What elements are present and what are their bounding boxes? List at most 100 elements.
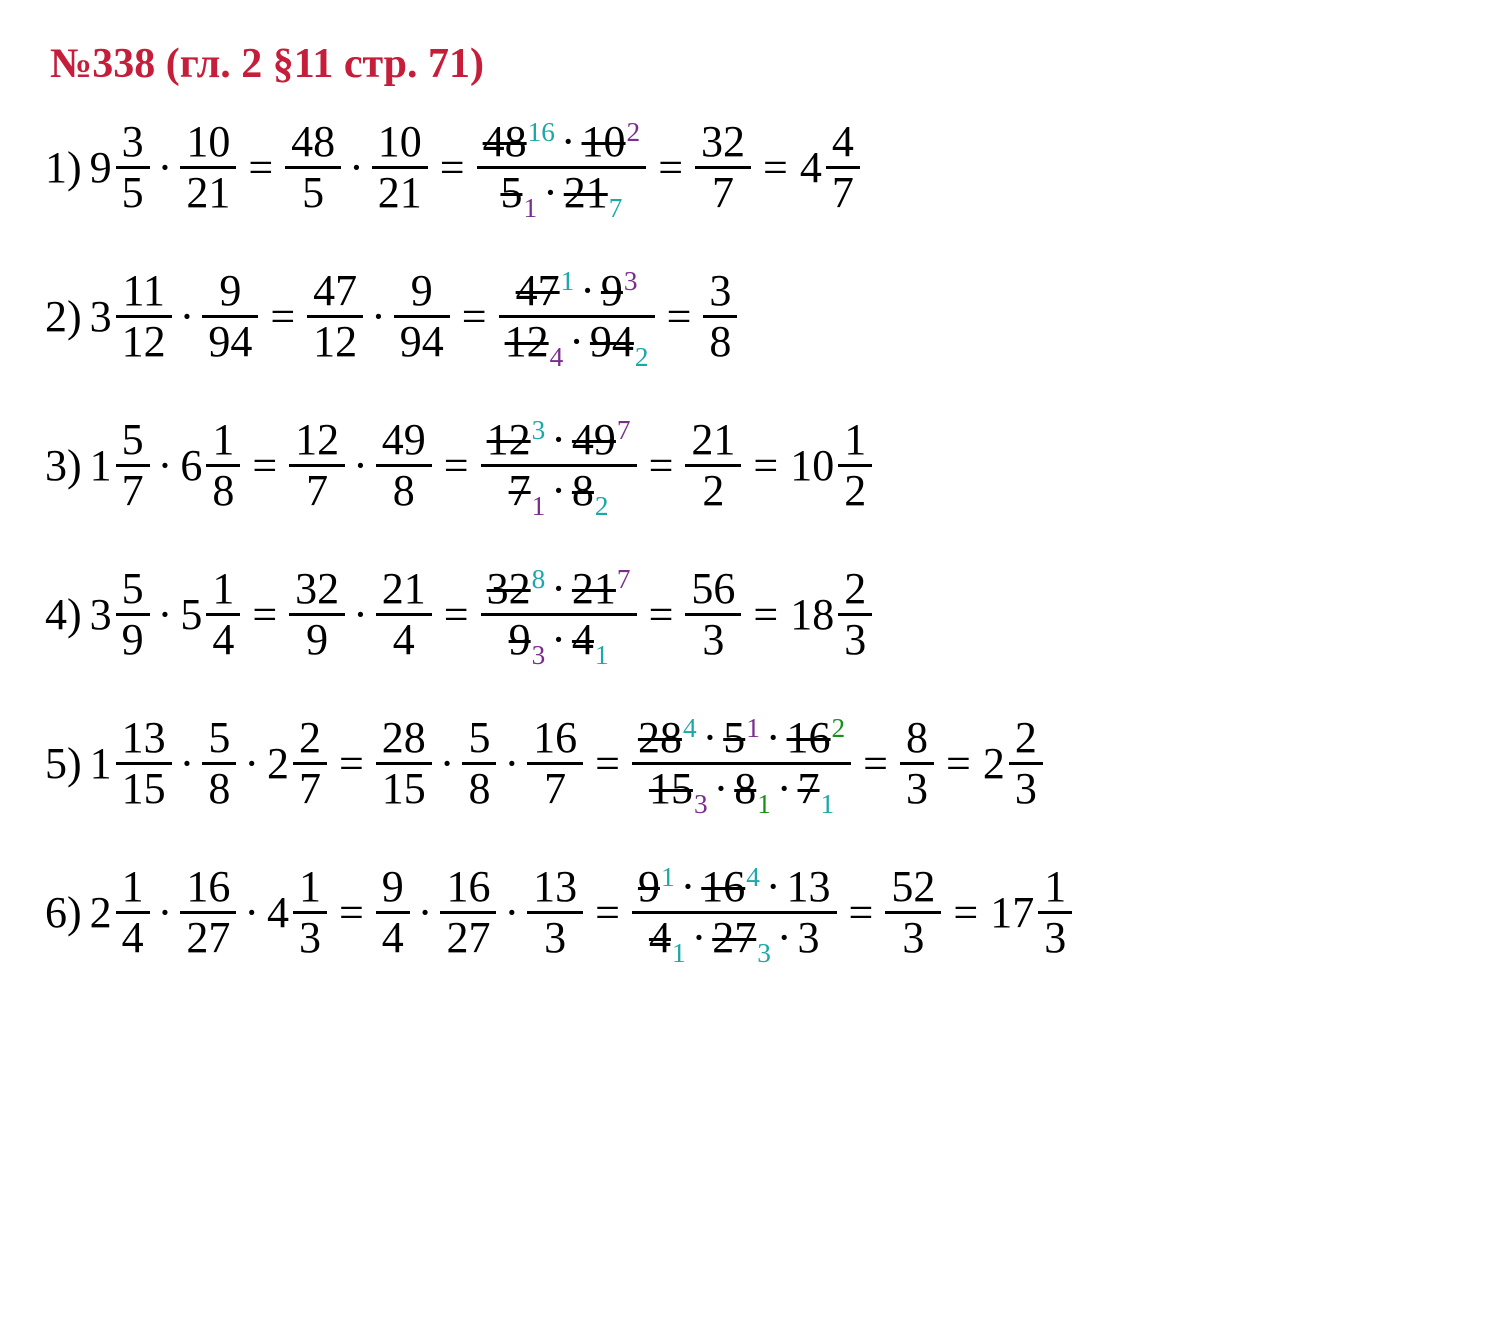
fraction: 1021 <box>180 118 236 217</box>
equals-sign: = <box>637 593 686 637</box>
page-title: №338 (гл. 2 §11 стр. 71) <box>30 40 1481 88</box>
title-number: №338 <box>50 41 155 87</box>
mixed-whole: 17 <box>990 891 1038 935</box>
equals-sign: = <box>450 295 499 339</box>
mixed-whole: 3 <box>90 593 116 637</box>
fraction: 327 <box>695 118 751 217</box>
mixed-whole: 3 <box>90 295 116 339</box>
multiply-dot: · <box>150 444 181 488</box>
equals-sign: = <box>637 444 686 488</box>
problem-label: 4) <box>30 593 90 637</box>
fraction: 4712 <box>307 267 363 366</box>
fraction: 58 <box>202 714 236 813</box>
fraction: 47 <box>826 118 860 217</box>
fraction: 57 <box>116 416 150 515</box>
fraction: 13 <box>293 863 327 962</box>
cancel-fraction: 91 · 164 · 13 41 · 273 · 3 <box>632 863 837 962</box>
cancel-fraction: 284 · 51 · 162 153 · 81 · 71 <box>632 714 851 813</box>
fraction: 12 <box>838 416 872 515</box>
problem-label: 3) <box>30 444 90 488</box>
fraction: 167 <box>527 714 583 813</box>
fraction: 23 <box>838 565 872 664</box>
problem-5: 5) 1 1315 · 58 · 2 27 = 2815 · 58 · 167 … <box>30 714 1481 813</box>
fraction: 1627 <box>440 863 496 962</box>
fraction: 1112 <box>116 267 172 366</box>
fraction: 214 <box>376 565 432 664</box>
title-ref: (гл. 2 §11 стр. 71) <box>155 41 484 87</box>
fraction: 13 <box>1038 863 1072 962</box>
cancel-fraction: 123 · 497 71 · 82 <box>481 416 637 515</box>
fraction: 1627 <box>180 863 236 962</box>
problem-3: 3) 1 57 · 6 18 = 127 · 498 = 123 · 497 7… <box>30 416 1481 515</box>
equals-sign: = <box>428 146 477 190</box>
fraction: 127 <box>289 416 345 515</box>
equals-sign: = <box>240 444 289 488</box>
cancel-fraction: 471 · 93 124 · 942 <box>499 267 655 366</box>
problem-label: 5) <box>30 742 90 786</box>
multiply-dot: · <box>236 742 267 786</box>
problem-label: 6) <box>30 891 90 935</box>
equals-sign: = <box>240 593 289 637</box>
multiply-dot: · <box>345 444 376 488</box>
equals-sign: = <box>432 444 481 488</box>
fraction: 23 <box>1009 714 1043 813</box>
equals-sign: = <box>934 742 983 786</box>
multiply-dot: · <box>496 891 527 935</box>
equals-sign: = <box>941 891 990 935</box>
multiply-dot: · <box>432 742 463 786</box>
mixed-whole: 2 <box>983 742 1009 786</box>
fraction: 563 <box>685 565 741 664</box>
multiply-dot: · <box>150 891 181 935</box>
mixed-whole: 1 <box>90 444 116 488</box>
multiply-dot: · <box>410 891 441 935</box>
mixed-whole: 2 <box>90 891 116 935</box>
fraction: 18 <box>206 416 240 515</box>
equals-sign: = <box>236 146 285 190</box>
problem-2: 2) 3 1112 · 994 = 4712 · 994 = 471 · 93 … <box>30 267 1481 366</box>
fraction: 498 <box>376 416 432 515</box>
mixed-whole: 6 <box>180 444 206 488</box>
multiply-dot: · <box>172 742 203 786</box>
fraction: 94 <box>376 863 410 962</box>
fraction: 133 <box>527 863 583 962</box>
equals-sign: = <box>837 891 886 935</box>
problem-4: 4) 3 59 · 5 14 = 329 · 214 = 328 · 217 9… <box>30 565 1481 664</box>
fraction: 523 <box>885 863 941 962</box>
fraction: 14 <box>206 565 240 664</box>
fraction: 58 <box>462 714 496 813</box>
fraction: 1315 <box>116 714 172 813</box>
fraction: 994 <box>202 267 258 366</box>
problem-1: 1) 9 35 · 1021 = 485 · 1021 = 4816 · 102… <box>30 118 1481 217</box>
mixed-whole: 4 <box>267 891 293 935</box>
mixed-whole: 10 <box>790 444 838 488</box>
multiply-dot: · <box>496 742 527 786</box>
multiply-dot: · <box>363 295 394 339</box>
multiply-dot: · <box>345 593 376 637</box>
multiply-dot: · <box>172 295 203 339</box>
problem-label: 2) <box>30 295 90 339</box>
multiply-dot: · <box>150 146 181 190</box>
cancel-fraction: 328 · 217 93 · 41 <box>481 565 637 664</box>
fraction: 485 <box>285 118 341 217</box>
equals-sign: = <box>583 742 632 786</box>
fraction: 1021 <box>372 118 428 217</box>
equals-sign: = <box>851 742 900 786</box>
equals-sign: = <box>646 146 695 190</box>
equals-sign: = <box>655 295 704 339</box>
problem-label: 1) <box>30 146 90 190</box>
equals-sign: = <box>327 891 376 935</box>
mixed-whole: 2 <box>267 742 293 786</box>
problem-6: 6) 2 14 · 1627 · 4 13 = 94 · 1627 · 133 … <box>30 863 1481 962</box>
multiply-dot: · <box>150 593 181 637</box>
equals-sign: = <box>583 891 632 935</box>
fraction: 994 <box>394 267 450 366</box>
fraction: 35 <box>116 118 150 217</box>
fraction: 59 <box>116 565 150 664</box>
mixed-whole: 1 <box>90 742 116 786</box>
mixed-whole: 9 <box>90 146 116 190</box>
fraction: 27 <box>293 714 327 813</box>
fraction: 38 <box>703 267 737 366</box>
fraction: 83 <box>900 714 934 813</box>
equals-sign: = <box>741 593 790 637</box>
mixed-whole: 4 <box>800 146 826 190</box>
